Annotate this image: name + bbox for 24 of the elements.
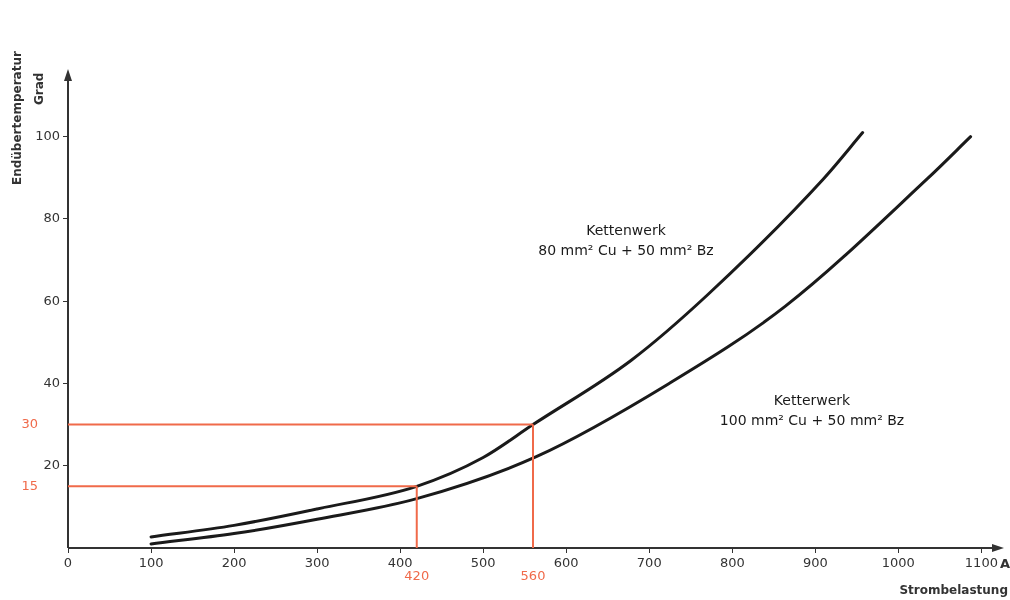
- x-tick-label: 0: [63, 555, 73, 571]
- text: Ketterwerk 100 mm² Cu + 50 mm² Bz: [719, 392, 905, 429]
- x-axis-title: Strombelastung: [899, 583, 1008, 597]
- x-tick-label: 900: [802, 555, 828, 571]
- x-tick-label: 100: [138, 555, 164, 571]
- x-tick-label: 1100: [964, 555, 998, 571]
- x-tick-label: 800: [719, 555, 745, 571]
- y-tick-label: 60: [43, 292, 60, 308]
- x-tick-label: 200: [221, 555, 247, 571]
- ref-line-label: 560: [520, 567, 546, 583]
- series-label: Kettenwerk 80 mm² Cu + 50 mm² Bz: [538, 221, 714, 258]
- x-tick-label: 600: [553, 555, 579, 571]
- y-tick-label: 20: [43, 457, 60, 473]
- line-series: [149, 135, 973, 546]
- x-tick-label: 700: [636, 555, 662, 571]
- ref-line-label: 15: [21, 477, 38, 493]
- y-tick-label: 80: [43, 210, 60, 226]
- x-tick-label: 300: [304, 555, 330, 571]
- ref-line-label: 30: [21, 415, 38, 431]
- x-tick-label: 500: [470, 555, 496, 571]
- y-tick-label: 100: [35, 128, 60, 144]
- x-tick-label: 1000: [881, 555, 915, 571]
- y-tick-label: 40: [43, 374, 60, 390]
- text: A: [1000, 555, 1010, 571]
